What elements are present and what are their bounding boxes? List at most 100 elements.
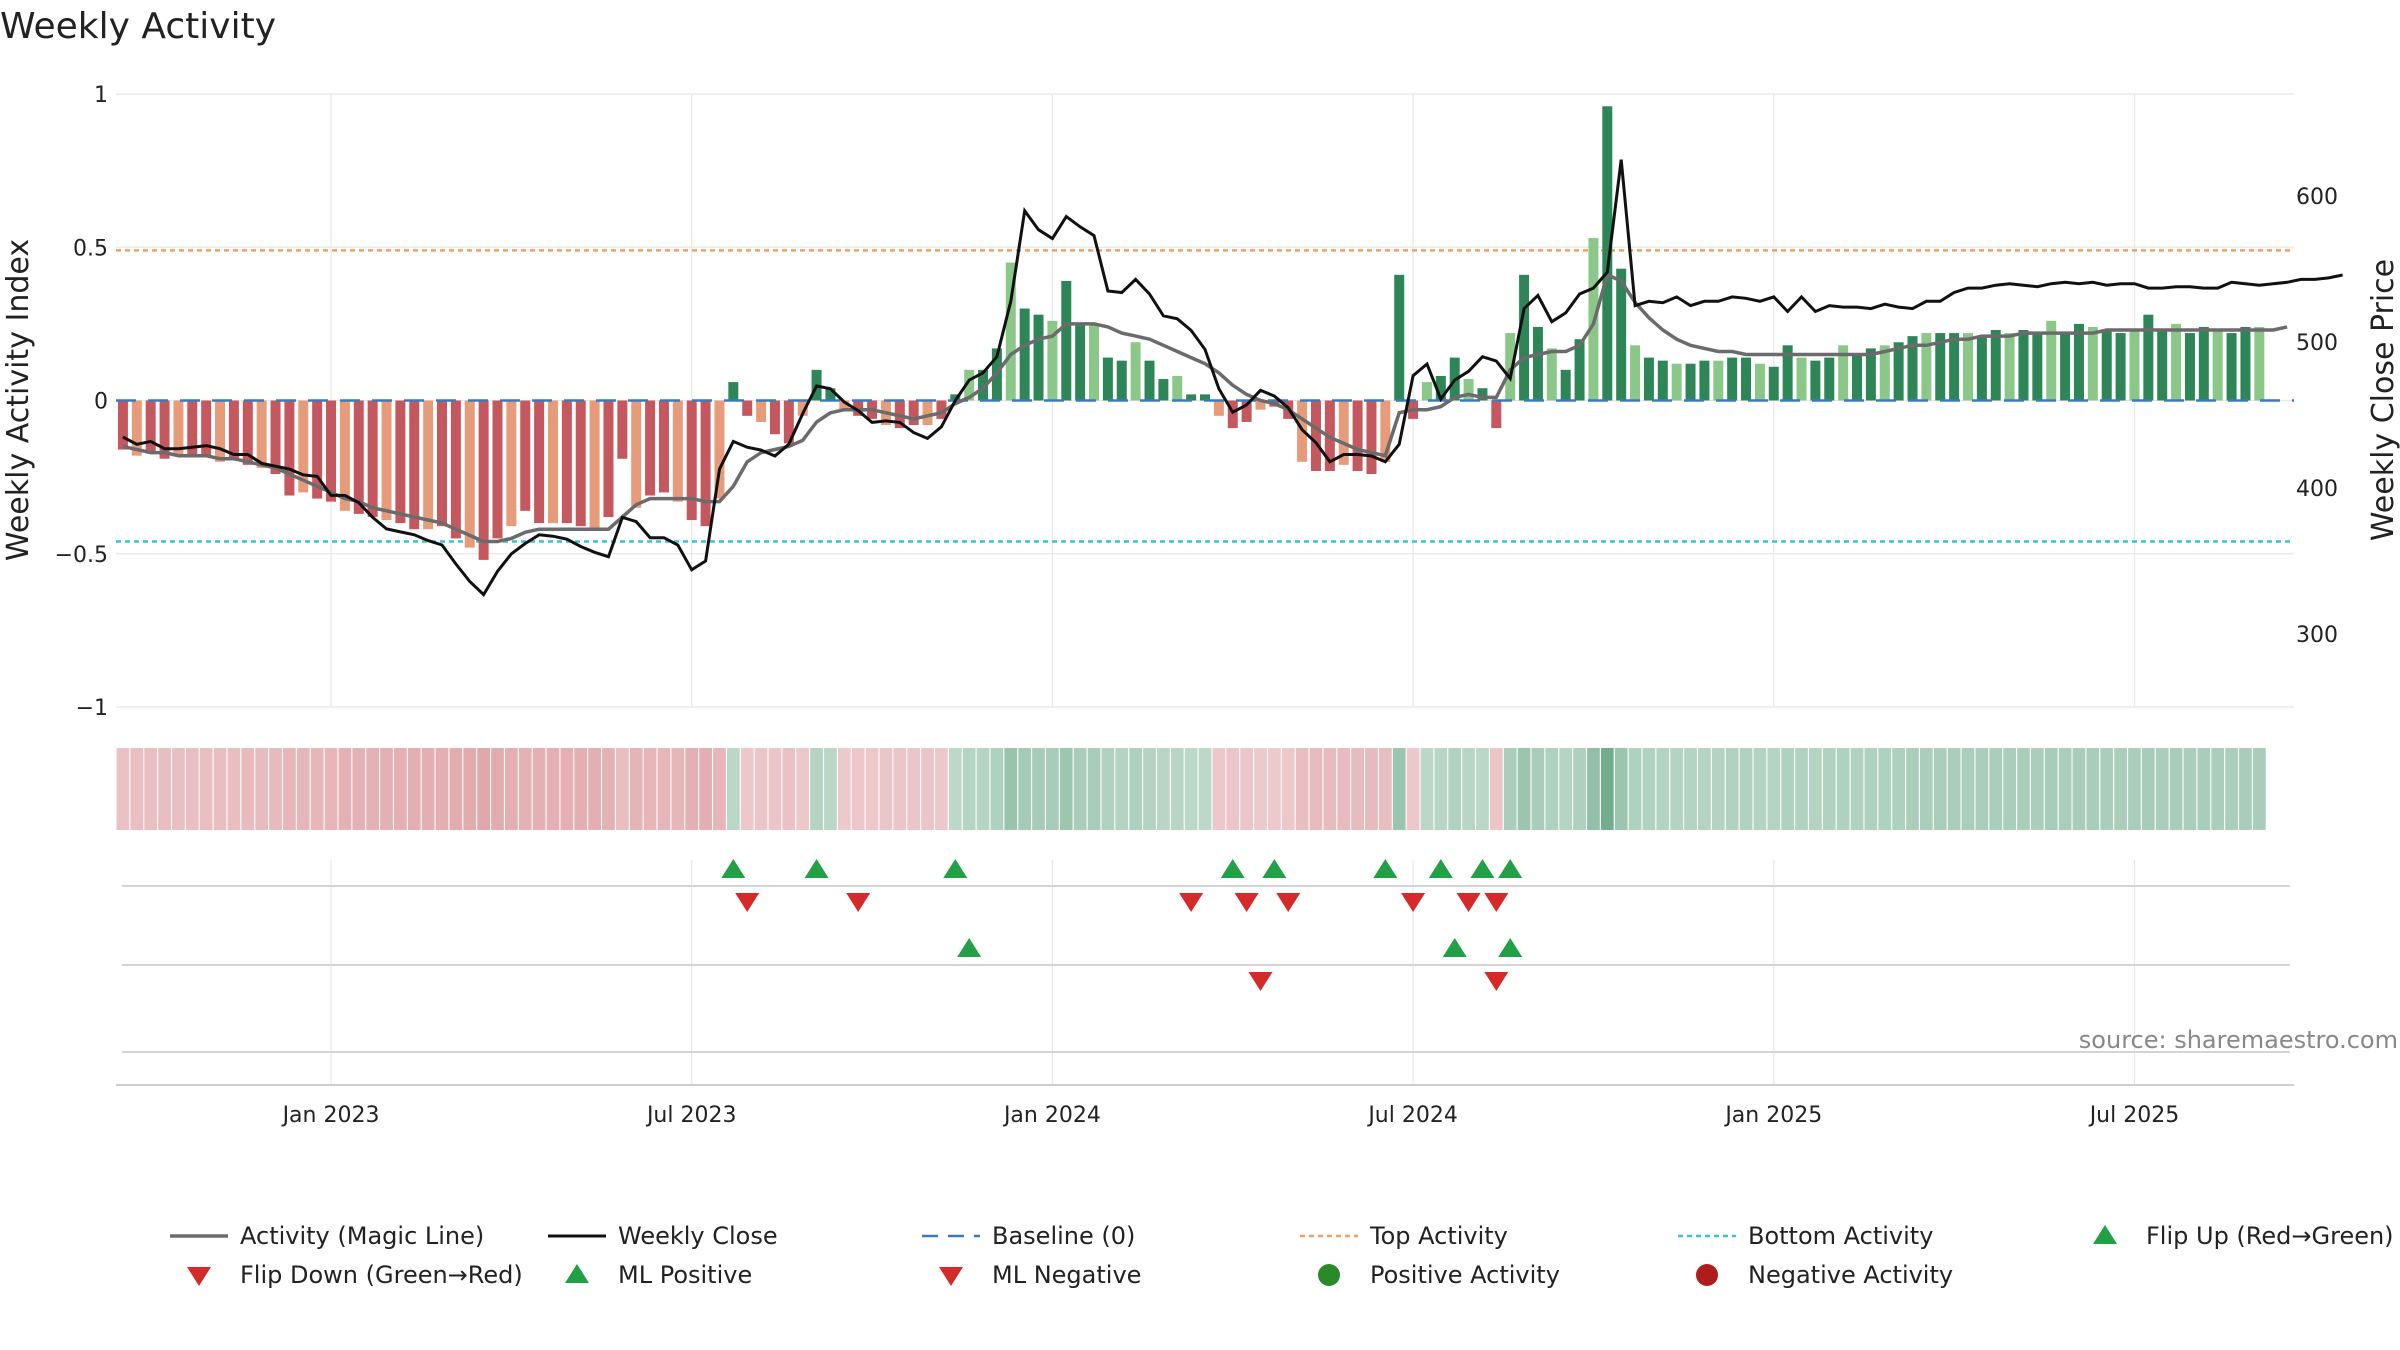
y-tick-left: 0.5 bbox=[73, 236, 108, 261]
activity-bar bbox=[547, 400, 558, 524]
activity-bar bbox=[561, 400, 572, 524]
activity-bar bbox=[1310, 400, 1321, 471]
activity-bar bbox=[1435, 375, 1446, 401]
heat-strip-cell bbox=[2211, 748, 2225, 830]
legend-item-magic: Activity (Magic Line) bbox=[170, 1222, 484, 1250]
heat-strip-cell bbox=[865, 748, 879, 830]
activity-bar bbox=[2032, 333, 2043, 401]
x-tick-label: Jan 2023 bbox=[281, 1103, 380, 1128]
activity-bar bbox=[1200, 394, 1210, 401]
heat-strip-cell bbox=[1642, 748, 1656, 830]
heat-strip-cell bbox=[1767, 748, 1781, 830]
legend-item-flipdown: Flip Down (Green→Red) bbox=[187, 1261, 523, 1289]
heat-strip-cell bbox=[921, 748, 934, 830]
heat-strip-cell bbox=[185, 748, 199, 830]
y-tick-left: −0.5 bbox=[55, 543, 108, 568]
flip-down-marker bbox=[1276, 893, 1301, 912]
activity-bar bbox=[2046, 320, 2057, 401]
heat-strip-cell bbox=[671, 748, 685, 830]
flip-up-marker bbox=[1373, 859, 1398, 878]
activity-bar bbox=[1144, 360, 1155, 401]
ml-negative-marker bbox=[1484, 972, 1509, 991]
activity-bar bbox=[450, 400, 461, 539]
activity-bar bbox=[478, 400, 489, 560]
activity-bar bbox=[1505, 333, 1516, 401]
series-lines bbox=[122, 159, 2343, 597]
heat-strip-cell bbox=[1517, 748, 1531, 830]
ml-positive-marker bbox=[1442, 938, 1467, 957]
activity-bar bbox=[1380, 400, 1391, 462]
activity-bar bbox=[1643, 357, 1654, 401]
activity-bar bbox=[423, 400, 434, 530]
activity-bar bbox=[1394, 274, 1405, 401]
heat-strip-cell bbox=[1711, 748, 1725, 830]
activity-bar bbox=[1089, 323, 1100, 401]
heat-strip-cell bbox=[1781, 748, 1795, 830]
heat-strip-cell bbox=[602, 748, 615, 830]
flip-down-marker bbox=[1234, 893, 1259, 912]
legend-item-flipup: Flip Up (Red→Green) bbox=[2093, 1222, 2394, 1250]
heat-strip-cell bbox=[1864, 748, 1878, 830]
legend-swatch-up-triangle bbox=[2093, 1225, 2117, 1244]
activity-bar bbox=[242, 400, 253, 465]
heat-strip-cell bbox=[255, 748, 269, 830]
heat-strip-cell bbox=[851, 748, 865, 830]
heat-strip-cell bbox=[1725, 748, 1739, 830]
activity-bar bbox=[714, 400, 725, 499]
activity-bar bbox=[395, 400, 406, 524]
heat-strip-cell bbox=[893, 748, 907, 830]
activity-bar bbox=[2101, 330, 2112, 401]
activity-bar bbox=[1047, 320, 1058, 401]
activity-bar bbox=[978, 369, 989, 401]
heat-strip-cell bbox=[2072, 748, 2086, 830]
heat-strip-cell bbox=[1753, 748, 1767, 830]
heat-strip-cell bbox=[463, 748, 477, 830]
activity-bar bbox=[1255, 400, 1266, 410]
heat-strip-cell bbox=[1892, 748, 1906, 830]
heat-strip-cell bbox=[685, 748, 699, 830]
heat-strip-cell bbox=[1073, 748, 1087, 830]
activity-bar bbox=[769, 400, 780, 435]
activity-bar bbox=[2087, 326, 2098, 401]
legend-item-negact: Negative Activity bbox=[1696, 1261, 1953, 1289]
heat-strip-cell bbox=[2141, 748, 2155, 830]
heat-strip-cell bbox=[1503, 748, 1517, 830]
activity-bar bbox=[1976, 336, 1987, 401]
activity-bar bbox=[117, 400, 128, 450]
activity-bar bbox=[1838, 345, 1849, 401]
heat-strip-cell bbox=[1573, 748, 1586, 830]
activity-bar bbox=[1102, 357, 1113, 401]
heat-strip-cell bbox=[2086, 748, 2100, 830]
heat-strip-cell bbox=[1947, 748, 1961, 830]
heat-strip-cell bbox=[615, 748, 629, 830]
heat-strip-cell bbox=[1198, 748, 1212, 830]
activity-bar bbox=[326, 400, 337, 502]
legend-label: Bottom Activity bbox=[1748, 1222, 1933, 1250]
heat-strip-cell bbox=[1184, 748, 1198, 830]
heat-strip-cell bbox=[421, 748, 435, 830]
weekly-close-line bbox=[122, 159, 2343, 597]
legend-label: Weekly Close bbox=[618, 1222, 778, 1250]
legend-swatch-up-triangle bbox=[565, 1264, 589, 1283]
heat-strip-cell bbox=[449, 748, 463, 830]
activity-bar bbox=[2171, 323, 2182, 401]
activity-bar bbox=[1616, 268, 1627, 401]
heat-strip-cell bbox=[1919, 748, 1933, 830]
legend-item-top: Top Activity bbox=[1300, 1222, 1508, 1250]
heat-strip-cell bbox=[1046, 748, 1059, 830]
heat-strip-cell bbox=[1059, 748, 1073, 830]
heat-strip-cell bbox=[504, 748, 518, 830]
activity-bar bbox=[1574, 339, 1585, 401]
heat-strip-cell bbox=[782, 748, 796, 830]
activity-bars bbox=[116, 106, 2294, 560]
activity-bar bbox=[201, 400, 212, 456]
gridlines bbox=[116, 93, 2294, 1085]
y-tick-right: 400 bbox=[2296, 477, 2338, 502]
activity-bar bbox=[187, 400, 198, 456]
activity-bar bbox=[215, 400, 226, 462]
signal-markers bbox=[122, 859, 2290, 1053]
heat-strip-cell bbox=[1628, 748, 1642, 830]
activity-bar bbox=[1907, 336, 1918, 401]
heat-strip-cell bbox=[1975, 748, 1989, 830]
y-axis-right-label: Weekly Close Price bbox=[2366, 259, 2400, 541]
